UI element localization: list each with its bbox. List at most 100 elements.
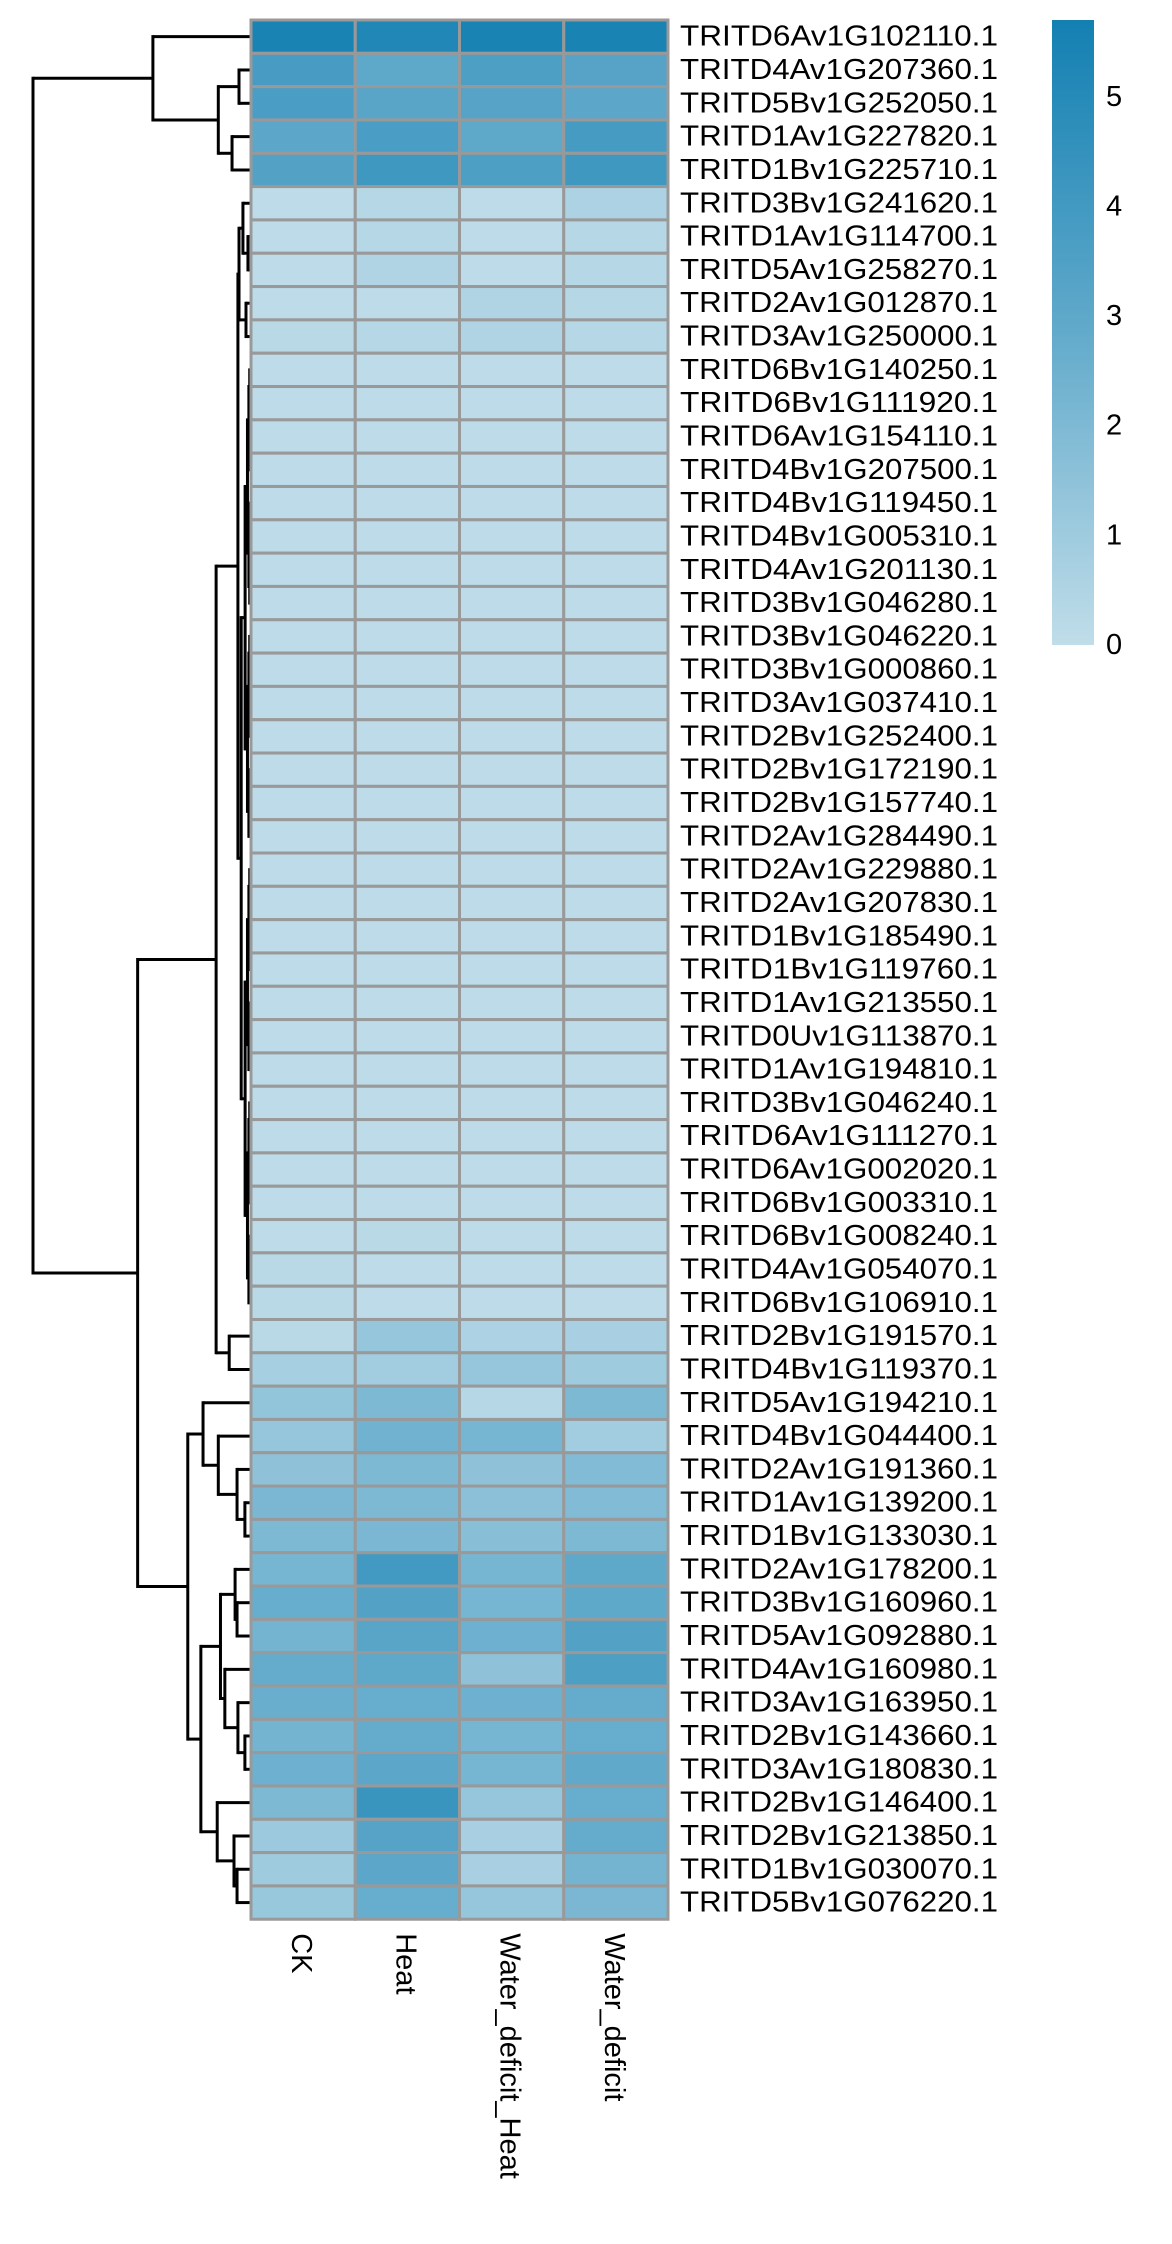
heatmap-cell (562, 1051, 670, 1088)
heatmap-cell (458, 1084, 566, 1122)
heatmap-cell (458, 1317, 566, 1355)
heatmap-cell (353, 951, 461, 988)
heatmap-cell (562, 318, 670, 355)
heatmap-cell (249, 218, 357, 255)
heatmap-cell (353, 451, 461, 488)
row-label: TRITD2Bv1G191570.1 (680, 1320, 998, 1352)
heatmap-cell (562, 1517, 670, 1555)
row-label: TRITD3Bv1G046280.1 (680, 587, 998, 619)
heatmap-cell (458, 1717, 566, 1755)
heatmap-cell (562, 1817, 670, 1855)
heatmap-cell (353, 1451, 461, 1488)
row-label: TRITD2Av1G229880.1 (680, 854, 998, 886)
heatmap-cell (458, 118, 566, 155)
heatmap-cell (458, 1651, 566, 1688)
heatmap-cell (562, 351, 670, 389)
heatmap-cell (562, 851, 670, 888)
heatmap-cell (562, 951, 670, 988)
heatmap-cell (562, 1151, 670, 1188)
heatmap-cell (353, 1417, 461, 1455)
heatmap-cell (249, 451, 357, 488)
heatmap-cell (353, 118, 461, 155)
row-label: TRITD1Av1G227820.1 (680, 121, 998, 153)
heatmap-cell (562, 1884, 670, 1921)
heatmap-cell (249, 151, 357, 189)
heatmap-cell (353, 1884, 461, 1921)
heatmap-cell (458, 1018, 566, 1055)
row-label: TRITD4Av1G207360.1 (680, 54, 998, 86)
heatmap-cell (249, 51, 357, 89)
legend-color-bar (1052, 20, 1094, 645)
row-label: TRITD6Bv1G140250.1 (680, 354, 998, 386)
heatmap-cell (353, 1084, 461, 1122)
row-label: TRITD1Av1G114700.1 (680, 221, 998, 253)
heatmap-cell (562, 285, 670, 322)
row-label: TRITD3Av1G250000.1 (680, 321, 998, 353)
heatmap-cell (562, 85, 670, 122)
heatmap-cell (249, 1084, 357, 1122)
heatmap-cell (353, 385, 461, 422)
heatmap-cell (562, 1118, 670, 1155)
heatmap-cell (353, 1184, 461, 1222)
heatmap-cell (458, 1118, 566, 1155)
heatmap-cell (562, 1551, 670, 1588)
heatmap-cell (458, 984, 566, 1022)
row-label: TRITD3Bv1G160960.1 (680, 1587, 998, 1619)
row-label: TRITD2Av1G191360.1 (680, 1453, 998, 1485)
heatmap-cell (353, 1151, 461, 1188)
heatmap-cell (353, 1118, 461, 1155)
heatmap-cell (353, 618, 461, 655)
heatmap-cell (353, 1384, 461, 1421)
heatmap-cell (562, 1717, 670, 1755)
heatmap-cell (458, 518, 566, 555)
heatmap-cell (353, 784, 461, 822)
row-labels: TRITD6Av1G102110.1TRITD4Av1G207360.1TRIT… (680, 21, 998, 1919)
heatmap-cell (562, 984, 670, 1022)
heatmap-cell (353, 1817, 461, 1855)
heatmap-cell (353, 818, 461, 855)
heatmap-cell (249, 1417, 357, 1455)
heatmap-cell (458, 1351, 566, 1388)
heatmap-cell (353, 851, 461, 888)
row-label: TRITD6Av1G154110.1 (680, 421, 998, 453)
heatmap-cell (249, 1284, 357, 1321)
heatmap-cell (249, 518, 357, 555)
heatmap-cell (249, 684, 357, 722)
heatmap-cell (249, 1817, 357, 1855)
legend-tick-label: 2 (1106, 410, 1122, 442)
heatmap-cell (353, 218, 461, 255)
row-label: TRITD2Av1G207830.1 (680, 887, 998, 919)
heatmap-cell (458, 318, 566, 355)
row-label: TRITD6Av1G111270.1 (680, 1120, 998, 1152)
row-label: TRITD3Av1G163950.1 (680, 1687, 998, 1719)
heatmap-cell (458, 218, 566, 255)
heatmap-cell (458, 85, 566, 122)
row-label: TRITD1Bv1G119760.1 (680, 954, 998, 986)
heatmap-cell (249, 1018, 357, 1055)
heatmap-cell (458, 818, 566, 855)
row-label: TRITD2Av1G284490.1 (680, 820, 998, 852)
heatmap-cell (562, 518, 670, 555)
heatmap-cell (249, 1551, 357, 1588)
heatmap-cell (562, 1484, 670, 1521)
heatmap-cell (562, 1417, 670, 1455)
heatmap-cell (353, 918, 461, 955)
heatmap-cell (458, 1417, 566, 1455)
heatmap-cell (458, 1684, 566, 1721)
heatmap-cell (562, 1784, 670, 1821)
heatmap-cell (458, 684, 566, 722)
heatmap-cell (562, 1851, 670, 1888)
row-label: TRITD4Bv1G119370.1 (680, 1353, 998, 1385)
heatmap-cell (353, 1484, 461, 1521)
row-label: TRITD5Av1G092880.1 (680, 1620, 998, 1652)
heatmap-cell (562, 1684, 670, 1721)
heatmap-cell (458, 385, 566, 422)
heatmap-cell (249, 1351, 357, 1388)
column-label: Heat (389, 1933, 421, 1994)
legend-tick-label: 3 (1106, 300, 1122, 332)
heatmap-cell (353, 418, 461, 455)
heatmap-cell (458, 1617, 566, 1655)
row-label: TRITD1Av1G213550.1 (680, 987, 998, 1019)
heatmap-cell (458, 451, 566, 488)
